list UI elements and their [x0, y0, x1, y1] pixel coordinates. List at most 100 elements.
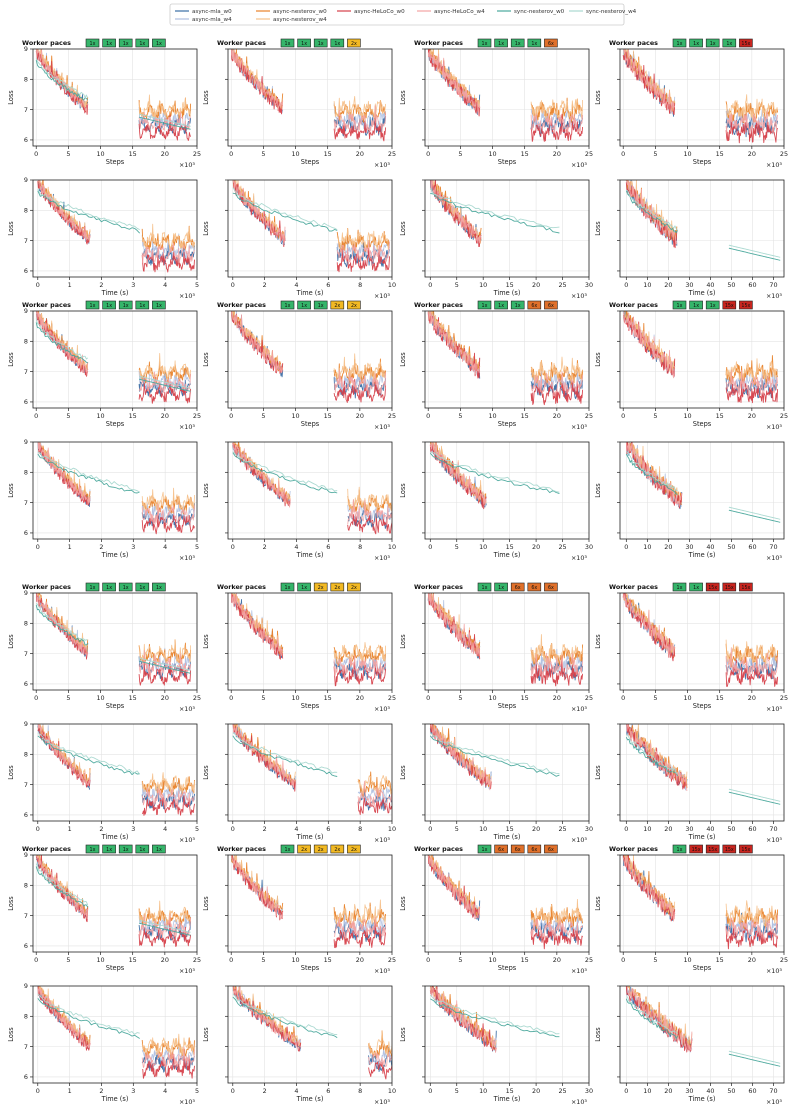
pace-badge: [135, 300, 150, 310]
x-tick-label: 20: [664, 543, 672, 551]
x-tick-label: 15: [129, 956, 137, 964]
pace-badge-label: 1x: [156, 585, 162, 591]
sync-line: [442, 1051, 546, 1063]
legend-label: async-HeLoCo_w4: [434, 9, 485, 15]
pace-badge-label: 1x: [498, 585, 504, 591]
x-tick-label: 20: [356, 956, 364, 964]
worker-paces-label: Worker paces: [414, 39, 463, 47]
sync-line: [232, 993, 338, 1036]
series-group: [37, 986, 195, 1079]
pace-badge: [544, 582, 558, 592]
pace-badge: [347, 844, 361, 854]
pace-badge: [689, 38, 703, 48]
x-tick-label: 20: [161, 694, 169, 702]
y-tick-label: 7: [24, 912, 28, 920]
pace-badge: [494, 38, 508, 48]
pace-badge: [85, 38, 100, 48]
pace-badge: [477, 582, 492, 592]
y-tick-label: 7: [24, 237, 28, 245]
x-tick-label: 20: [356, 150, 364, 158]
x-tick-label: 15: [506, 1087, 514, 1095]
x-tick-label: 0: [624, 281, 628, 289]
axes-frame: [424, 854, 590, 953]
x-tick-label: 10: [291, 412, 299, 420]
pace-badge: [477, 844, 492, 854]
pace-badge: [313, 582, 328, 592]
panel: 0 5 10 15 20 25 Loss Steps ×10³ Worker paces 1x 1x 6…: [399, 582, 593, 713]
x-tick-label: 0: [428, 825, 432, 833]
panel: 0 5 10 15 20 25 Loss Steps ×10³ Worker paces 1x 1x 1…: [399, 300, 593, 431]
x-tick-label: 0: [231, 1087, 235, 1095]
x-axis-label: Time (s): [101, 833, 129, 841]
y-axis-label: Loss: [7, 352, 15, 367]
y-tick-label: 9: [24, 851, 28, 859]
series-group: [231, 311, 387, 403]
x-tick-label: 15: [716, 956, 724, 964]
y-axis-label: Loss: [399, 483, 407, 498]
sync-line: [728, 247, 781, 261]
x-tick-label: 0: [428, 281, 432, 289]
y-axis-label: Loss: [399, 634, 407, 649]
x-tick-label: 20: [161, 956, 169, 964]
series-line: [347, 486, 392, 512]
x-tick-label: 4: [163, 825, 167, 833]
pace-badge-label: 1x: [482, 303, 488, 309]
sync-line: [728, 1050, 781, 1064]
x-tick-label: 0: [426, 150, 430, 158]
pace-badge-label: 1x: [139, 585, 145, 591]
series-line: [141, 1046, 195, 1068]
pace-badge-label: 1x: [726, 41, 732, 47]
series-line: [430, 724, 492, 787]
pace-badge-label: 1x: [156, 847, 162, 853]
y-tick-label: 6: [24, 136, 28, 144]
pace-badge: [722, 582, 737, 592]
x-tick-label: 4: [294, 825, 298, 833]
sync-line: [429, 732, 560, 775]
sync-line: [625, 190, 678, 234]
axes-frame: [424, 310, 590, 409]
x-axis-label: Steps: [106, 702, 125, 710]
pace-badge: [102, 844, 116, 854]
y-axis-label: Loss: [594, 352, 602, 367]
x-tick-label: 4: [294, 543, 298, 551]
series-line: [232, 180, 286, 245]
x-axis-label: Time (s): [688, 551, 716, 559]
series-line: [429, 987, 497, 1053]
x-tick-label: 2: [263, 281, 267, 289]
legend: async-mla_w0 async-mla_w4 async-nesterov_w…: [169, 3, 637, 26]
series-group: [232, 724, 392, 816]
pace-badge: [85, 844, 100, 854]
x-tick-label: 30: [685, 281, 693, 289]
y-tick-label: 9: [24, 45, 28, 53]
sync-line: [35, 863, 89, 906]
sync-line: [442, 1054, 546, 1066]
x-scale-label: ×10³: [374, 705, 390, 713]
axes-frame: [227, 441, 393, 540]
x-scale-label: ×10³: [766, 705, 782, 713]
x-tick-label: 10: [683, 412, 691, 420]
x-axis-label: Time (s): [101, 551, 129, 559]
axes-frame: [227, 854, 393, 953]
pace-badge-label: 6x: [515, 585, 521, 591]
series-group: [625, 442, 781, 523]
pace-badge-label: 1x: [301, 585, 307, 591]
sync-line: [689, 510, 794, 522]
y-axis-label: Loss: [202, 765, 210, 780]
sync-line: [728, 244, 781, 258]
panel: 0 5 10 15 20 25 6 7 8 9 Loss Steps ×10³ Worker paces 1…: [7, 300, 201, 431]
x-tick-label: 60: [748, 281, 756, 289]
sync-line: [232, 187, 338, 230]
x-tick-label: 40: [706, 1087, 714, 1095]
series-line: [141, 1033, 195, 1056]
series-line: [347, 499, 392, 526]
series-group: [427, 311, 584, 406]
sync-line: [138, 657, 191, 671]
x-axis-label: Time (s): [688, 289, 716, 297]
x-tick-label: 2: [263, 825, 267, 833]
x-tick-label: 0: [426, 956, 430, 964]
x-scale-label: ×10³: [374, 161, 390, 169]
pace-badge: [689, 300, 703, 310]
x-tick-label: 15: [506, 825, 514, 833]
panel: 0 5 10 15 20 25 Loss Steps ×10³ Worker paces 1x 1x 1…: [399, 38, 593, 169]
x-tick-label: 4: [294, 1087, 298, 1095]
